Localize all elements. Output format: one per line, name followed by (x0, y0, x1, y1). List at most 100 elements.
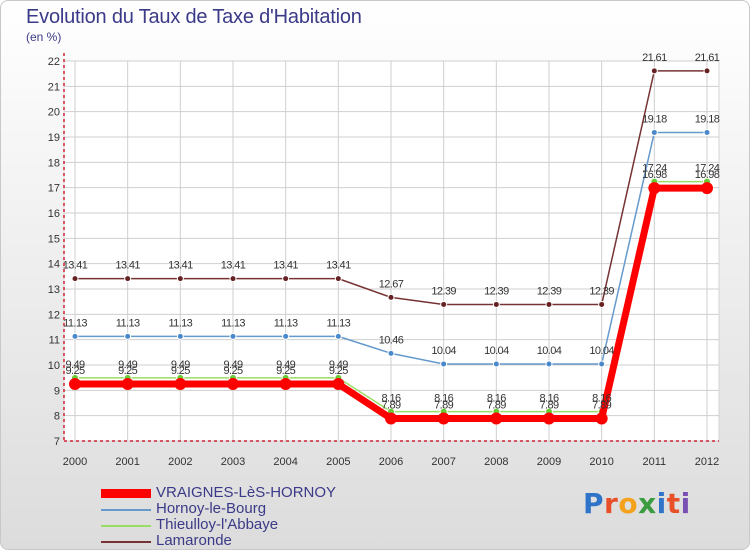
data-point-3 (545, 300, 553, 308)
data-label-3: 13.41 (63, 260, 88, 272)
y-tick-label: 9 (54, 385, 60, 397)
data-label-2: 17.24 (695, 163, 720, 175)
legend-label-lamaronde: Lamaronde (156, 532, 232, 549)
data-point-0 (648, 182, 661, 195)
data-label-2: 9.49 (223, 359, 242, 371)
data-label-3: 21.61 (695, 52, 720, 64)
data-point-3 (492, 300, 500, 308)
data-label-3: 13.41 (326, 260, 351, 272)
data-label-0: 16.98 (695, 169, 720, 181)
data-point-3 (598, 300, 606, 308)
data-point-3 (703, 67, 711, 75)
data-label-1: 19.18 (695, 113, 720, 125)
data-point-1 (703, 128, 711, 136)
x-tick-label: 2004 (273, 456, 297, 468)
legend-swatch-lamaronde (101, 541, 151, 543)
data-label-1: 11.13 (326, 317, 350, 329)
data-point-3 (176, 275, 184, 283)
legend-swatch-vraignes (101, 489, 151, 498)
data-point-0 (595, 412, 608, 425)
data-point-0 (701, 182, 713, 195)
data-point-1 (124, 332, 132, 340)
data-label-3: 12.67 (379, 278, 404, 290)
data-label-1: 10.46 (379, 334, 404, 346)
x-tick-label: 2005 (326, 456, 350, 468)
data-label-2: 8.16 (434, 393, 453, 405)
data-point-1 (598, 360, 606, 368)
data-label-0: 9.25 (118, 365, 137, 377)
data-label-3: 12.39 (537, 285, 562, 297)
data-label-1: 10.04 (589, 345, 614, 357)
data-label-3: 13.41 (168, 260, 193, 272)
proxiti-logo: Proxiti (583, 487, 691, 520)
y-tick-label: 13 (48, 284, 60, 296)
data-label-2: 8.16 (539, 393, 558, 405)
data-label-1: 10.04 (431, 345, 456, 357)
data-point-1 (334, 332, 342, 340)
y-tick-label: 10 (48, 360, 60, 372)
data-point-3 (387, 293, 395, 301)
data-point-1 (545, 360, 553, 368)
y-tick-label: 8 (54, 411, 60, 423)
data-point-1 (229, 332, 237, 340)
data-label-0: 9.25 (171, 365, 190, 377)
data-label-2: 8.16 (381, 393, 400, 405)
x-tick-label: 2000 (63, 456, 87, 468)
data-point-1 (440, 360, 448, 368)
data-label-1: 11.13 (168, 317, 192, 329)
y-tick-label: 15 (48, 233, 60, 245)
data-point-0 (437, 412, 450, 425)
data-point-3 (229, 275, 237, 283)
data-point-0 (543, 412, 555, 425)
data-label-2: 8.16 (592, 393, 611, 405)
data-point-3 (71, 275, 79, 283)
data-label-3: 12.39 (589, 285, 614, 297)
data-point-1 (176, 332, 184, 340)
data-point-0 (174, 378, 187, 390)
data-label-0: 7.89 (487, 399, 506, 411)
data-label-0: 9.25 (65, 365, 84, 377)
data-label-1: 10.04 (484, 345, 509, 357)
data-label-2: 9.49 (118, 359, 137, 371)
data-point-1 (492, 360, 500, 368)
x-tick-label: 2007 (431, 456, 455, 468)
data-point-1 (650, 128, 658, 136)
unit-label: (en %) (26, 30, 62, 44)
data-label-2: 9.49 (276, 359, 295, 371)
data-label-3: 13.41 (221, 260, 246, 272)
legend-label-hornoy: Hornoy-le-Bourg (156, 500, 267, 517)
data-label-1: 11.13 (63, 317, 87, 329)
y-tick-label: 22 (48, 56, 60, 68)
data-point-0 (332, 378, 345, 390)
y-tick-label: 19 (48, 132, 60, 144)
data-label-0: 7.89 (434, 399, 453, 411)
data-label-3: 12.39 (484, 285, 509, 297)
data-label-0: 7.89 (592, 399, 611, 411)
data-label-2: 17.24 (642, 163, 667, 175)
data-label-3: 13.41 (273, 260, 298, 272)
x-tick-label: 2003 (221, 456, 245, 468)
data-label-3: 21.61 (642, 52, 667, 64)
data-label-3: 13.41 (115, 260, 140, 272)
data-point-3 (334, 275, 342, 283)
y-tick-label: 7 (54, 436, 60, 448)
data-point-0 (490, 412, 503, 425)
data-point-1 (71, 332, 79, 340)
data-label-0: 9.25 (276, 365, 295, 377)
data-label-2: 8.16 (487, 393, 506, 405)
data-point-0 (227, 378, 239, 390)
chart-title: Evolution du Taux de Taxe d'Habitation (26, 6, 362, 28)
data-point-0 (279, 378, 292, 390)
x-tick-label: 2002 (168, 456, 192, 468)
y-tick-label: 18 (48, 157, 60, 169)
data-label-0: 9.25 (329, 365, 348, 377)
data-point-1 (387, 349, 395, 357)
data-point-3 (650, 67, 658, 75)
data-label-1: 11.13 (221, 317, 245, 329)
y-tick-label: 14 (48, 259, 60, 271)
data-label-2: 9.49 (329, 359, 348, 371)
y-tick-label: 12 (48, 309, 60, 321)
data-point-3 (282, 275, 290, 283)
